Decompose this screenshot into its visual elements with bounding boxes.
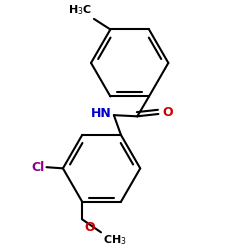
Text: CH$_3$: CH$_3$ <box>103 234 127 247</box>
Text: Cl: Cl <box>32 161 45 174</box>
Text: HN: HN <box>91 108 112 120</box>
Text: O: O <box>162 106 172 119</box>
Text: H$_3$C: H$_3$C <box>68 3 92 17</box>
Text: O: O <box>84 220 95 234</box>
